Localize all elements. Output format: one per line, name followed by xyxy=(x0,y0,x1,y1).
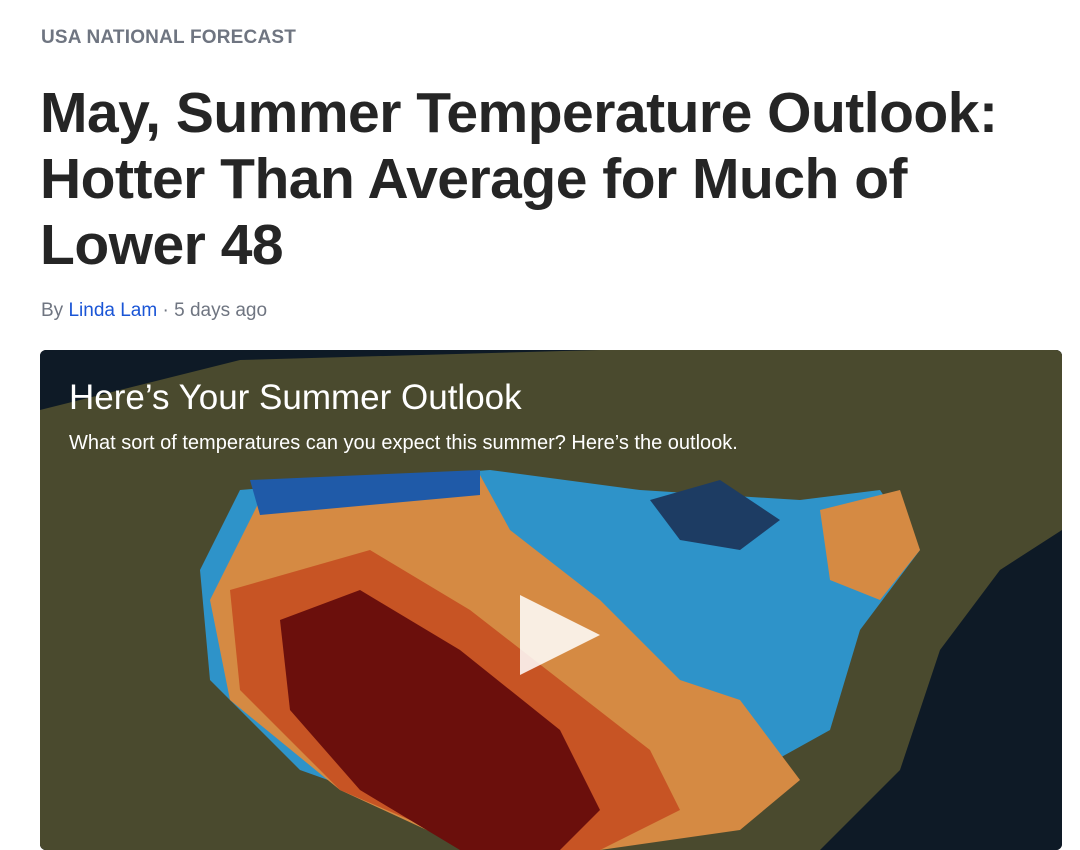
kicker[interactable]: USA NATIONAL FORECAST xyxy=(41,27,297,48)
page: Article {"kicker": "USA NATIONAL FORECAS… xyxy=(40,27,1062,850)
page-body: USA NATIONAL FORECAST May, Summer Temper… xyxy=(40,27,1062,850)
video-title: Here’s Your Summer Outlook xyxy=(69,378,522,417)
timestamp: 5 days ago xyxy=(174,300,268,321)
video-description: What sort of temperatures can you expect… xyxy=(69,432,738,454)
separator: · xyxy=(162,300,169,321)
play-button[interactable] xyxy=(520,595,600,675)
headline: May, Summer Temperature Outlook: Hotter … xyxy=(40,81,998,277)
map-image xyxy=(40,350,1062,850)
byline-prefix: By xyxy=(41,300,64,321)
byline: By Linda Lam · 5 days ago xyxy=(41,300,267,322)
author-link[interactable]: Linda Lam xyxy=(68,300,158,321)
video-player[interactable]: Here’s Your Summer Outlook What sort of … xyxy=(40,350,1062,850)
